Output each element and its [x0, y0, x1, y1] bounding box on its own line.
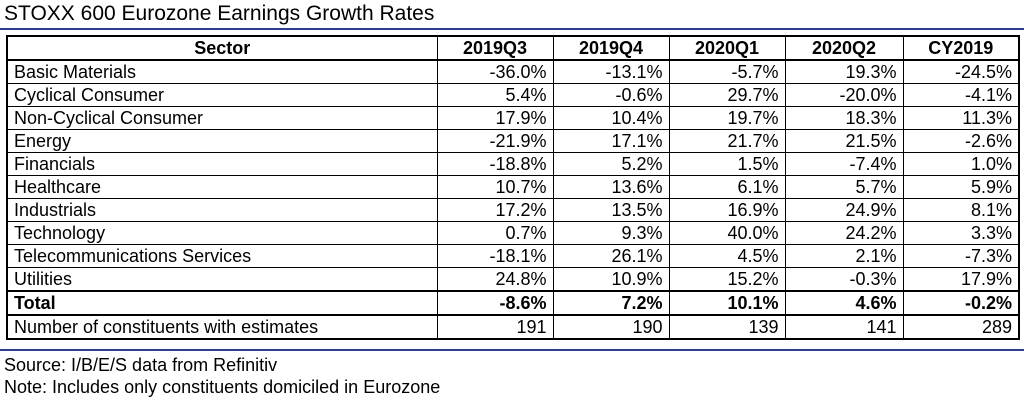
table-cell: 21.7% — [668, 129, 786, 153]
table-header-row: Sector 2019Q3 2019Q4 2020Q1 2020Q2 CY201… — [6, 35, 1020, 61]
source-note: Source: I/B/E/S data from Refinitiv — [4, 355, 278, 375]
table-cell: 17.2% — [436, 198, 554, 222]
row-label: Financials — [6, 152, 438, 176]
table-row: Energy -21.9% 17.1% 21.7% 21.5% -2.6% — [6, 129, 1020, 153]
row-label: Healthcare — [6, 175, 438, 199]
table-cell: 141 — [784, 314, 904, 340]
table-cell: 10.7% — [436, 175, 554, 199]
table-cell: 13.6% — [552, 175, 670, 199]
table-cell: -18.8% — [436, 152, 554, 176]
table-cell: 10.9% — [552, 267, 670, 292]
column-header-2019q3: 2019Q3 — [436, 35, 554, 61]
table-cell: -4.1% — [902, 83, 1020, 107]
row-label: Industrials — [6, 198, 438, 222]
earnings-growth-table: Sector 2019Q3 2019Q4 2020Q1 2020Q2 CY201… — [6, 35, 1020, 340]
table-cell: 1.5% — [668, 152, 786, 176]
table-cell: -8.6% — [436, 290, 554, 316]
total-row: Total -8.6% 7.2% 10.1% 4.6% -0.2% — [6, 290, 1020, 316]
table-cell: 24.8% — [436, 267, 554, 292]
table-row: Financials -18.8% 5.2% 1.5% -7.4% 1.0% — [6, 152, 1020, 176]
table-cell: -2.6% — [902, 129, 1020, 153]
table-row: Industrials 17.2% 13.5% 16.9% 24.9% 8.1% — [6, 198, 1020, 222]
table-cell: -36.0% — [436, 59, 554, 84]
table-cell: 7.2% — [552, 290, 670, 316]
table-cell: 26.1% — [552, 244, 670, 268]
column-header-2020q1: 2020Q1 — [668, 35, 786, 61]
table-cell: 10.4% — [552, 106, 670, 130]
table-cell: 3.3% — [902, 221, 1020, 245]
table-cell: 11.3% — [902, 106, 1020, 130]
table-cell: 17.1% — [552, 129, 670, 153]
table-row: Utilities 24.8% 10.9% 15.2% -0.3% 17.9% — [6, 267, 1020, 292]
row-label: Non-Cyclical Consumer — [6, 106, 438, 130]
row-label: Utilities — [6, 267, 438, 292]
column-header-cy2019: CY2019 — [902, 35, 1020, 61]
table-cell: 4.6% — [784, 290, 904, 316]
table-cell: 29.7% — [668, 83, 786, 107]
table-row: Basic Materials -36.0% -13.1% -5.7% 19.3% -24… — [6, 59, 1020, 84]
table-cell: 5.7% — [784, 175, 904, 199]
table-cell: -21.9% — [436, 129, 554, 153]
table-cell: 2.1% — [784, 244, 904, 268]
table-cell: 18.3% — [784, 106, 904, 130]
table-cell: 1.0% — [902, 152, 1020, 176]
table-cell: 10.1% — [668, 290, 786, 316]
page-title: STOXX 600 Eurozone Earnings Growth Rates — [4, 2, 435, 25]
row-label: Number of constituents with estimates — [6, 314, 438, 340]
table-cell: 24.9% — [784, 198, 904, 222]
constituents-row: Number of constituents with estimates 191… — [6, 314, 1020, 340]
table-body: Basic Materials -36.0% -13.1% -5.7% 19.3% -24… — [6, 59, 1020, 340]
row-label: Energy — [6, 129, 438, 153]
table-cell: 16.9% — [668, 198, 786, 222]
table-cell: 191 — [436, 314, 554, 340]
table-cell: 5.4% — [436, 83, 554, 107]
row-label: Cyclical Consumer — [6, 83, 438, 107]
table-cell: -20.0% — [784, 83, 904, 107]
row-label: Total — [6, 290, 438, 316]
table-cell: 21.5% — [784, 129, 904, 153]
table-cell: -0.3% — [784, 267, 904, 292]
table-cell: 17.9% — [436, 106, 554, 130]
table-row: Telecommunications Services -18.1% 26.1% 4.… — [6, 244, 1020, 268]
table-cell: -24.5% — [902, 59, 1020, 84]
table-row: Non-Cyclical Consumer 17.9% 10.4% 19.7% 18.3… — [6, 106, 1020, 130]
table-cell: 289 — [902, 314, 1020, 340]
table-cell: 17.9% — [902, 267, 1020, 292]
column-header-2020q2: 2020Q2 — [784, 35, 904, 61]
table-cell: 8.1% — [902, 198, 1020, 222]
table-cell: 5.2% — [552, 152, 670, 176]
table-cell: -0.6% — [552, 83, 670, 107]
table-cell: -18.1% — [436, 244, 554, 268]
table-cell: 40.0% — [668, 221, 786, 245]
table-cell: 4.5% — [668, 244, 786, 268]
table-cell: 19.7% — [668, 106, 786, 130]
table-cell: 13.5% — [552, 198, 670, 222]
footnote: Note: Includes only constituents domicil… — [4, 377, 441, 397]
table-row: Healthcare 10.7% 13.6% 6.1% 5.7% 5.9% — [6, 175, 1020, 199]
footer-divider — [0, 349, 1024, 351]
row-label: Telecommunications Services — [6, 244, 438, 268]
table-cell: 139 — [668, 314, 786, 340]
column-header-2019q4: 2019Q4 — [552, 35, 670, 61]
table-cell: 15.2% — [668, 267, 786, 292]
table-cell: -5.7% — [668, 59, 786, 84]
table-cell: 5.9% — [902, 175, 1020, 199]
table-cell: 24.2% — [784, 221, 904, 245]
table-cell: 190 — [552, 314, 670, 340]
table-cell: -7.3% — [902, 244, 1020, 268]
table-cell: 6.1% — [668, 175, 786, 199]
row-label: Technology — [6, 221, 438, 245]
row-label: Basic Materials — [6, 59, 438, 84]
table-cell: 9.3% — [552, 221, 670, 245]
table-cell: 19.3% — [784, 59, 904, 84]
table-row: Cyclical Consumer 5.4% -0.6% 29.7% -20.0% -4.… — [6, 83, 1020, 107]
column-header-sector: Sector — [6, 35, 438, 61]
table-cell: -7.4% — [784, 152, 904, 176]
table-cell: -0.2% — [902, 290, 1020, 316]
table-cell: 0.7% — [436, 221, 554, 245]
title-divider — [0, 28, 1024, 30]
table-cell: -13.1% — [552, 59, 670, 84]
table-row: Technology 0.7% 9.3% 40.0% 24.2% 3.3% — [6, 221, 1020, 245]
